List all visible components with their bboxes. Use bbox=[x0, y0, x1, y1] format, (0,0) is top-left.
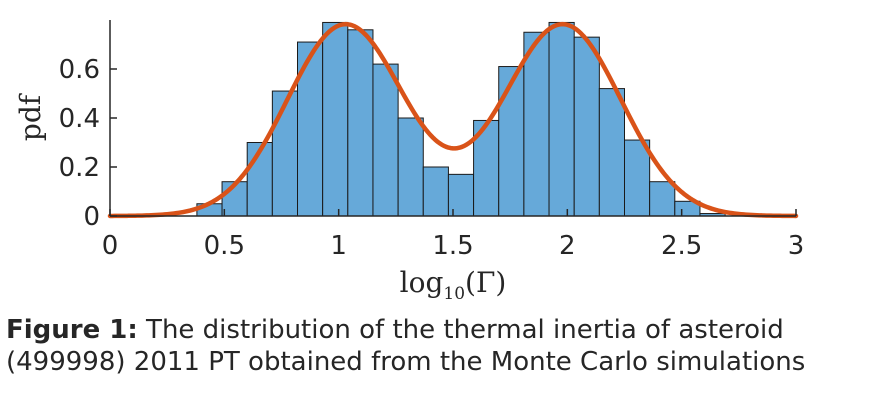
x-axis-title-main: log bbox=[400, 266, 444, 299]
histogram-bar bbox=[347, 29, 374, 217]
histogram-bar bbox=[624, 139, 651, 217]
x-tick-label: 2 bbox=[559, 231, 576, 261]
x-tick-label: 0.5 bbox=[204, 231, 245, 261]
x-axis-title-subscript: 10 bbox=[443, 284, 465, 304]
histogram-bar bbox=[271, 90, 299, 217]
histogram-bar bbox=[498, 66, 525, 217]
histogram-bar bbox=[397, 117, 424, 217]
y-axis-title: pdf bbox=[14, 92, 47, 141]
y-ticks: 0 0.2 0.4 0.6 bbox=[59, 55, 117, 232]
histogram-bar bbox=[573, 36, 600, 217]
y-tick-label: 0.6 bbox=[59, 55, 100, 85]
chart: 0 0.5 1 1.5 2 2.5 3 0 0.2 0.4 0.6 log10(Γ) pdf bbox=[14, 20, 805, 304]
x-axis-title-argument: (Γ) bbox=[465, 266, 506, 299]
histogram-bar bbox=[447, 173, 475, 217]
y-tick-label: 0.4 bbox=[59, 104, 100, 134]
caption-text: The distribution of the thermal inertia … bbox=[6, 315, 806, 377]
histogram-bar bbox=[598, 88, 626, 217]
x-tick-label: 1 bbox=[330, 231, 347, 261]
fit-curve bbox=[107, 21, 799, 219]
y-tick-label: 0.2 bbox=[59, 153, 100, 183]
histogram-bar bbox=[523, 31, 550, 217]
x-tick-label: 0 bbox=[102, 231, 119, 261]
histogram-bar bbox=[649, 181, 676, 217]
caption-label: Figure 1: bbox=[6, 315, 138, 345]
histogram-bar bbox=[322, 21, 349, 217]
histogram-bars bbox=[196, 21, 726, 217]
histogram-bar bbox=[548, 21, 575, 217]
x-tick-label: 1.5 bbox=[432, 231, 473, 261]
figure-caption: Figure 1: The distribution of the therma… bbox=[6, 314, 872, 378]
y-tick-label: 0 bbox=[83, 202, 100, 232]
x-ticks: 0 0.5 1 1.5 2 2.5 3 bbox=[102, 209, 805, 261]
x-axis-title: log10(Γ) bbox=[400, 266, 507, 304]
histogram-bar bbox=[372, 63, 399, 217]
histogram-bar bbox=[422, 166, 449, 217]
x-tick-label: 3 bbox=[788, 231, 805, 261]
x-tick-label: 2.5 bbox=[661, 231, 702, 261]
